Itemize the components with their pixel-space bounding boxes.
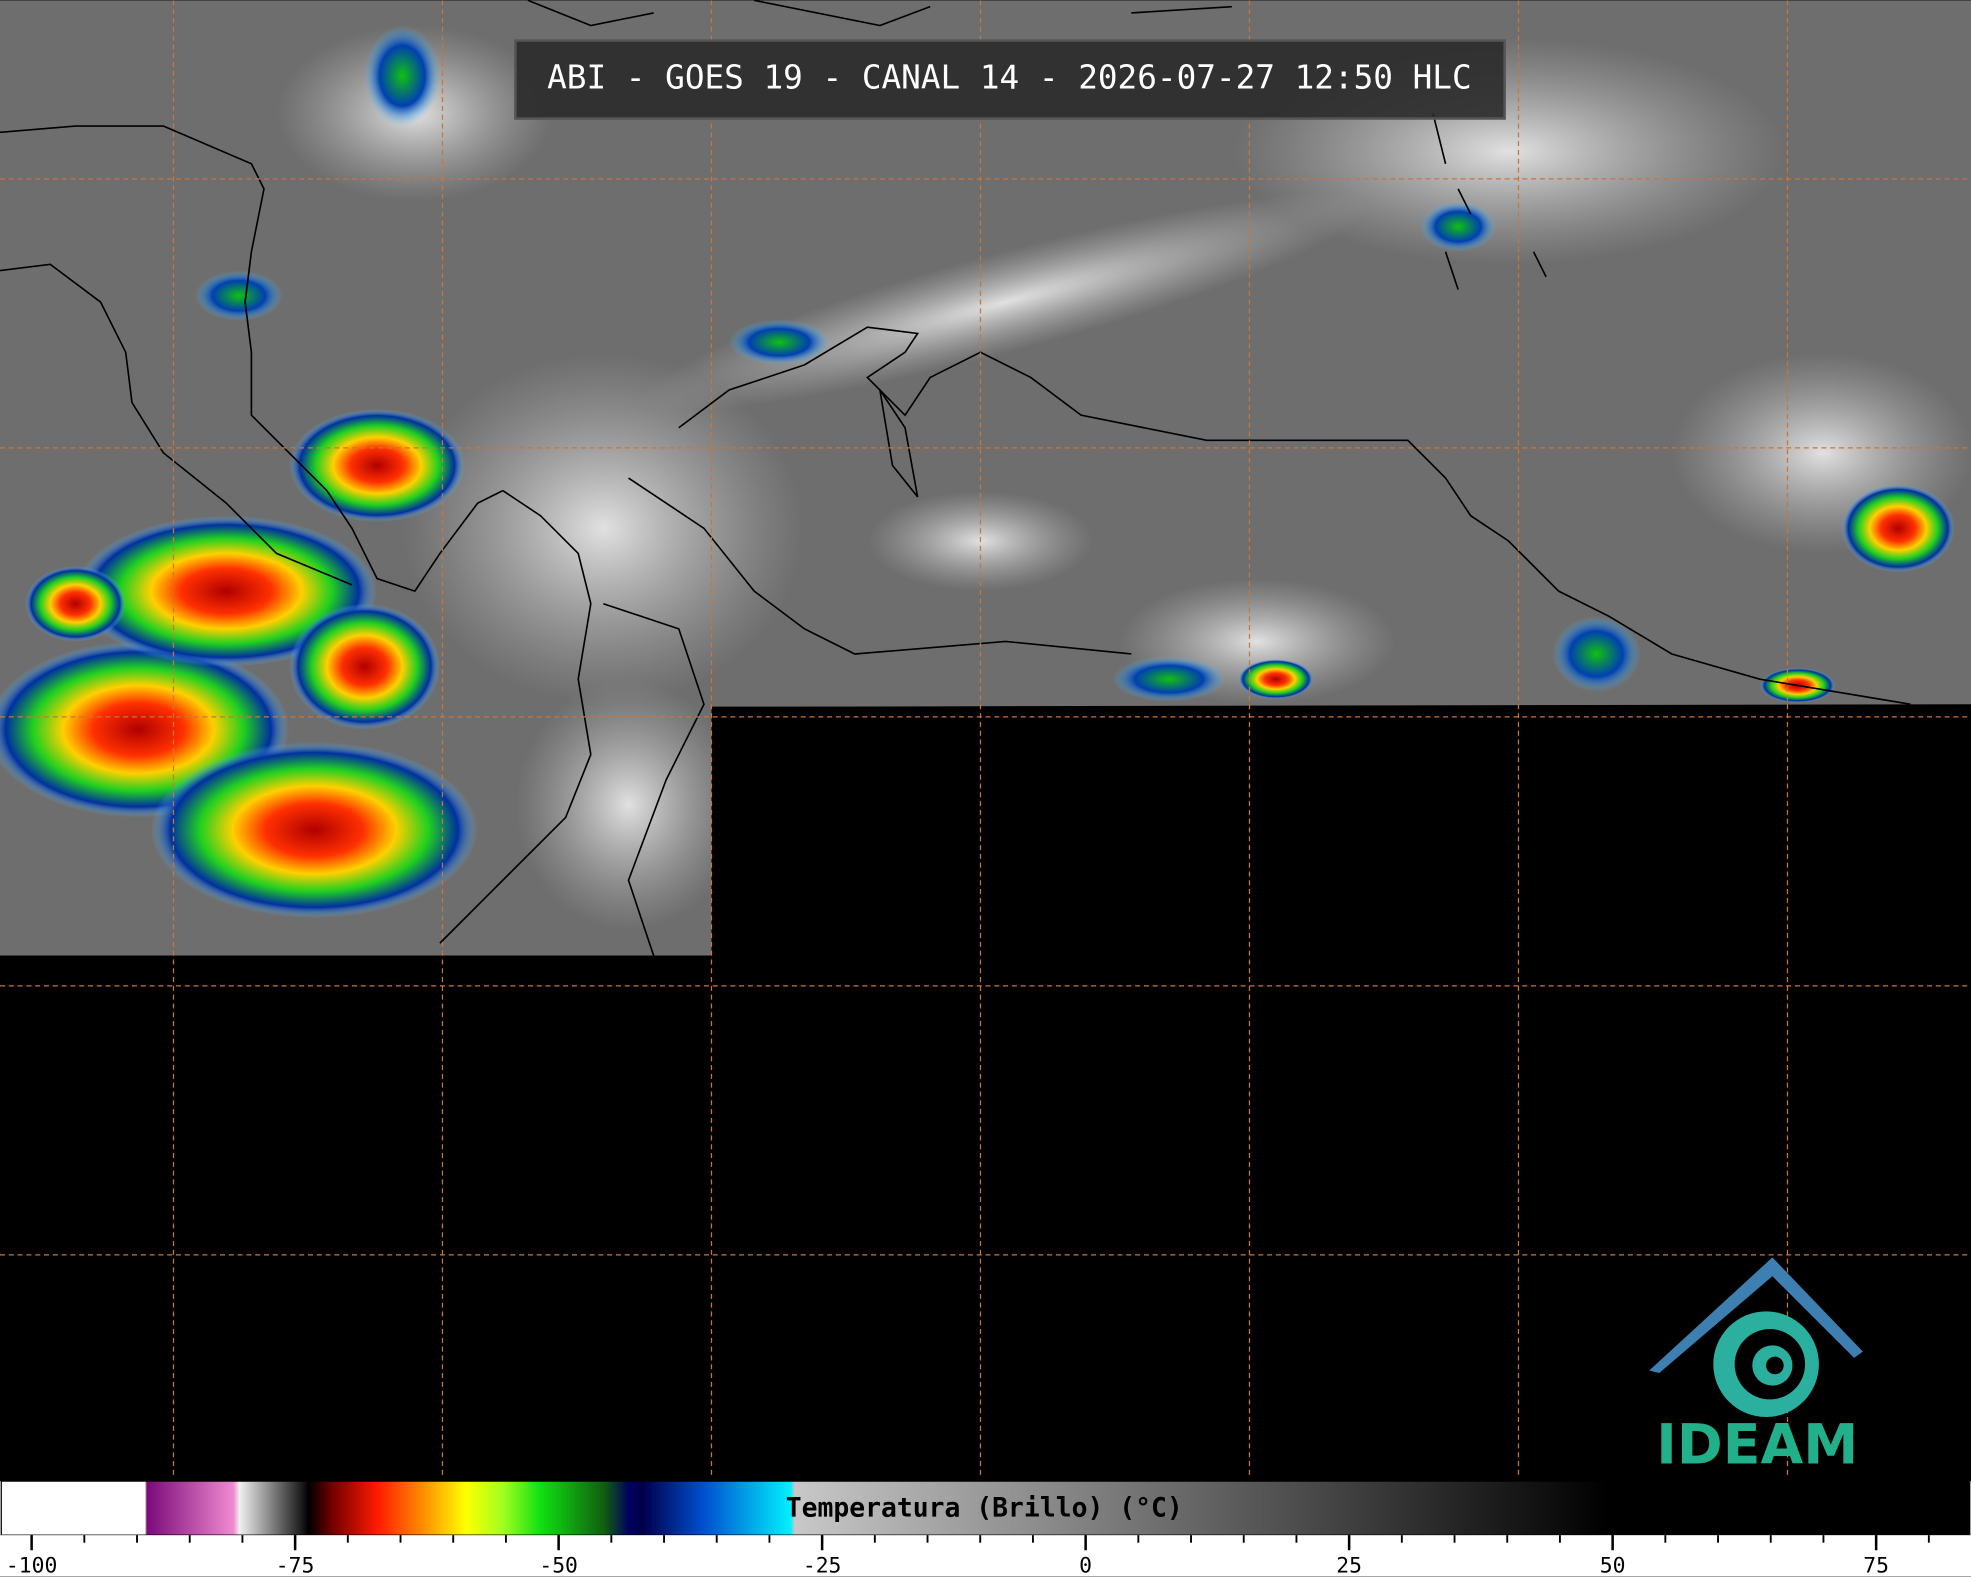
tick-label: -75 xyxy=(276,1554,315,1577)
colorbar-label: Temperatura (Brillo) (°C) xyxy=(786,1493,1183,1523)
logo-text: IDEAM xyxy=(1656,1414,1858,1478)
tick-label: 0 xyxy=(1079,1554,1092,1577)
title-box: ABI - GOES 19 - CANAL 14 - 2026-07-27 12… xyxy=(514,39,1506,120)
tick-label: -50 xyxy=(539,1554,578,1577)
tick-strip xyxy=(0,1535,1971,1577)
tick-label: 75 xyxy=(1863,1554,1889,1577)
title: ABI - GOES 19 - CANAL 14 - 2026-07-27 12… xyxy=(547,59,1471,97)
tick-label: -100 xyxy=(6,1554,57,1577)
tick-label: -25 xyxy=(803,1554,842,1577)
logo: IDEAM xyxy=(1649,1257,1863,1478)
graticule xyxy=(0,0,1971,1478)
tick-label: 50 xyxy=(1600,1554,1626,1577)
colorbar: Temperatura (Brillo) (°C) -100 -75 -50 -25 0… xyxy=(0,1480,1971,1577)
tick-label: 25 xyxy=(1336,1554,1362,1577)
